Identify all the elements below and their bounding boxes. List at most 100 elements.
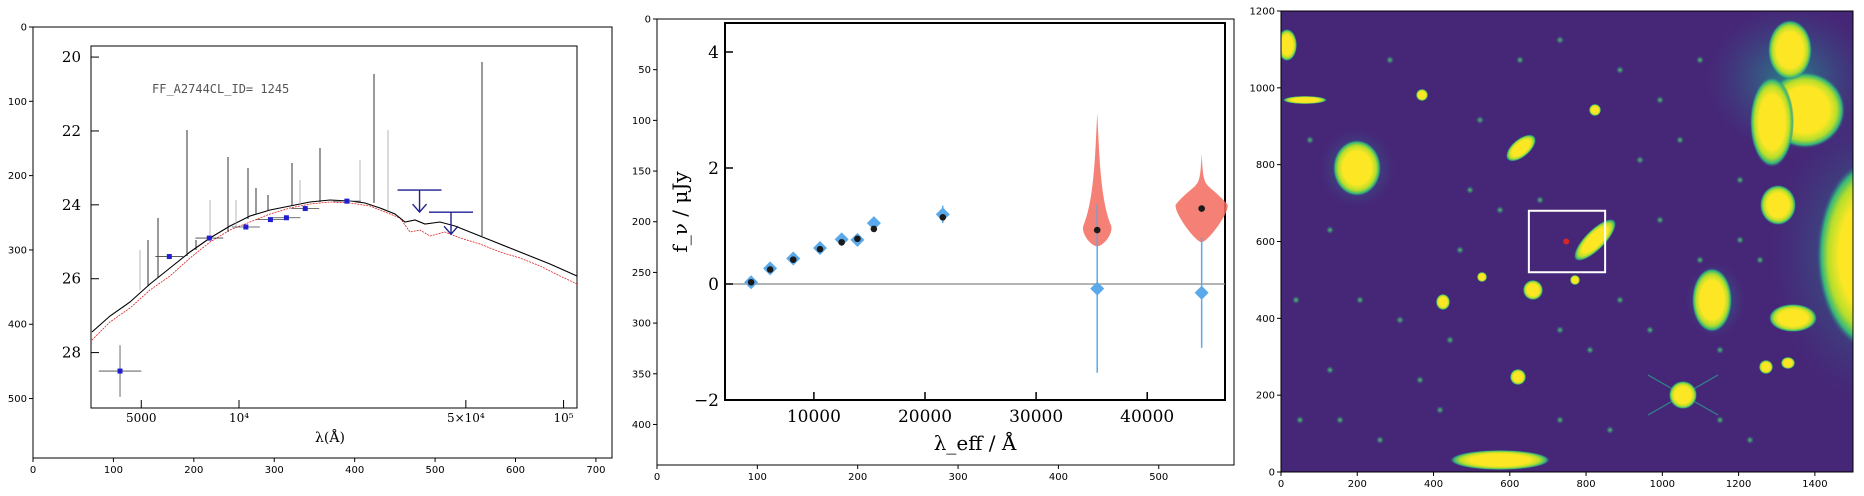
observed-point-9 [1194,285,1209,300]
faint-source-21 [1326,366,1334,374]
flux-plot-ticks: 10000 20000 30000 40000 −2 0 2 4 [694,43,1174,427]
model-point-8 [1093,226,1101,234]
sed-ytick-label-4: 28 [62,344,81,362]
faint-source-4 [1416,376,1424,384]
faint-source-1 [1326,226,1334,234]
faint-source-18 [1736,176,1744,184]
faint-source-6 [1456,246,1464,254]
sed-xtick-label-1: 10⁴ [229,411,249,425]
emission-lines [147,62,483,286]
flux-xtick-label-1: 20000 [898,407,952,427]
phot-point-2 [206,235,212,241]
flux-ytick-label-1: 0 [708,275,719,295]
p1-xtick-label-6: 600 [506,465,525,476]
photometry-points [98,189,474,397]
flux-ylabel: f_ν / μJy [668,171,692,253]
faint-source-22 [1376,436,1384,444]
faint-source-34 [1696,56,1704,64]
panel-sed-image: 0 100 200 300 400 500 600 700 0 100 200 300 400 500 F… [8,23,613,477]
p2-ytick-label-0: 0 [645,15,651,26]
phot-point-6 [302,206,308,212]
p1-xtick-label-4: 400 [345,465,364,476]
flux-xlabel: λ_eff / Å [934,430,1017,455]
flux-plot-frame [724,22,1226,401]
p3-ytick-label-6: 1200 [1250,7,1275,18]
panel2-outer-ticks: 0 100 200 300 400 500 0 50 100 150 200 250 300 350 400 [632,15,1168,484]
p2-xtick-label-2: 200 [848,472,867,483]
p3-xtick-label-3: 600 [1500,479,1519,490]
panel-image: 0 200 400 600 800 1000 1200 1400 0 200 400 600 800 10… [1250,7,1854,491]
faint-sources [1292,36,1764,444]
faint-source-29 [1476,116,1484,124]
posterior-violin-0 [1082,112,1112,247]
phot-point-3 [243,224,249,230]
model-point-6 [870,225,878,233]
p1-ytick-label-3: 300 [8,245,27,256]
phot-point-5 [283,215,289,221]
model-point-3 [816,245,824,253]
p3-xtick-label-0: 0 [1278,479,1284,490]
faint-source-16 [1696,256,1704,264]
panel1-outer-ticks: 0 100 200 300 400 500 600 700 0 100 200 300 400 500 [8,23,606,477]
sed-xtick-label-3: 10⁵ [554,411,574,425]
flux-xtick-label-2: 30000 [1009,407,1063,427]
flux-ytick-label-0: −2 [694,391,719,411]
faint-source-7 [1466,186,1474,194]
model-point-2 [789,256,797,263]
faint-source-30 [1516,56,1524,64]
model-point-4 [838,238,845,246]
faint-source-12 [1616,296,1624,304]
embedded-sed-xlabel: λ(Å) [315,428,345,446]
p2-ytick-label-6: 300 [632,319,651,330]
sed-xtick-label-0: 5000 [126,411,157,425]
model-point-0 [747,278,755,286]
phot-point-7 [344,198,350,204]
observed-point-8 [1090,281,1105,296]
sed-ytick-label-3: 26 [62,270,81,288]
flux-xtick-label-0: 10000 [787,407,841,427]
faint-source-32 [1616,66,1624,74]
faint-source-37 [1336,416,1344,424]
p3-ytick-label-4: 800 [1256,160,1275,171]
p1-xtick-label-0: 0 [30,465,36,476]
p3-xtick-label-4: 800 [1577,479,1596,490]
p3-ytick-label-5: 1000 [1250,83,1275,94]
p3-xtick-label-7: 1400 [1802,479,1827,490]
faint-source-19 [1756,256,1764,264]
p1-ytick-label-5: 500 [8,394,27,405]
flux-plot-marks [744,112,1228,373]
selection-box[interactable] [1527,209,1607,274]
faint-source-36 [1386,56,1394,64]
p2-ytick-label-2: 100 [632,116,651,127]
p2-ytick-label-7: 350 [632,369,651,380]
p3-xtick-label-6: 1200 [1726,479,1751,490]
p2-ytick-label-1: 50 [638,65,651,76]
p3-ytick-label-1: 200 [1256,391,1275,402]
p2-ytick-label-5: 250 [632,268,651,279]
faint-source-28 [1746,436,1754,444]
embedded-sed-label: FF_A2744CL_ID= 1245 [152,82,289,96]
black-model-spectrum [91,199,578,333]
model-point-7 [939,214,947,221]
p2-xtick-label-4: 400 [1049,472,1068,483]
p2-ytick-label-4: 200 [632,217,651,228]
flux-xtick-label-3: 40000 [1120,407,1174,427]
model-point-5 [854,235,861,243]
sed-xtick-label-2: 5×10⁴ [447,411,485,425]
p1-xtick-label-3: 300 [265,465,284,476]
embedded-sed-ticks: 5000 10⁴ 5×10⁴ 10⁵ 20 22 24 26 28 [62,48,574,425]
p2-ytick-label-8: 400 [632,420,651,431]
ulim-arrow-0 [412,190,428,214]
phot-point-0 [117,368,123,374]
faint-source-38 [1292,296,1300,304]
sed-ytick-label-0: 20 [62,48,81,66]
panel3-outer-ticks: 0 200 400 600 800 1000 1200 1400 0 200 400 600 800 10… [1250,7,1828,491]
faint-source-5 [1436,406,1444,414]
p1-ytick-label-4: 400 [8,320,27,331]
faint-source-17 [1716,416,1724,424]
faint-source-3 [1396,316,1404,324]
model-point-1 [766,266,774,273]
p2-xtick-label-1: 100 [748,472,767,483]
p1-ytick-label-2: 200 [8,171,27,182]
